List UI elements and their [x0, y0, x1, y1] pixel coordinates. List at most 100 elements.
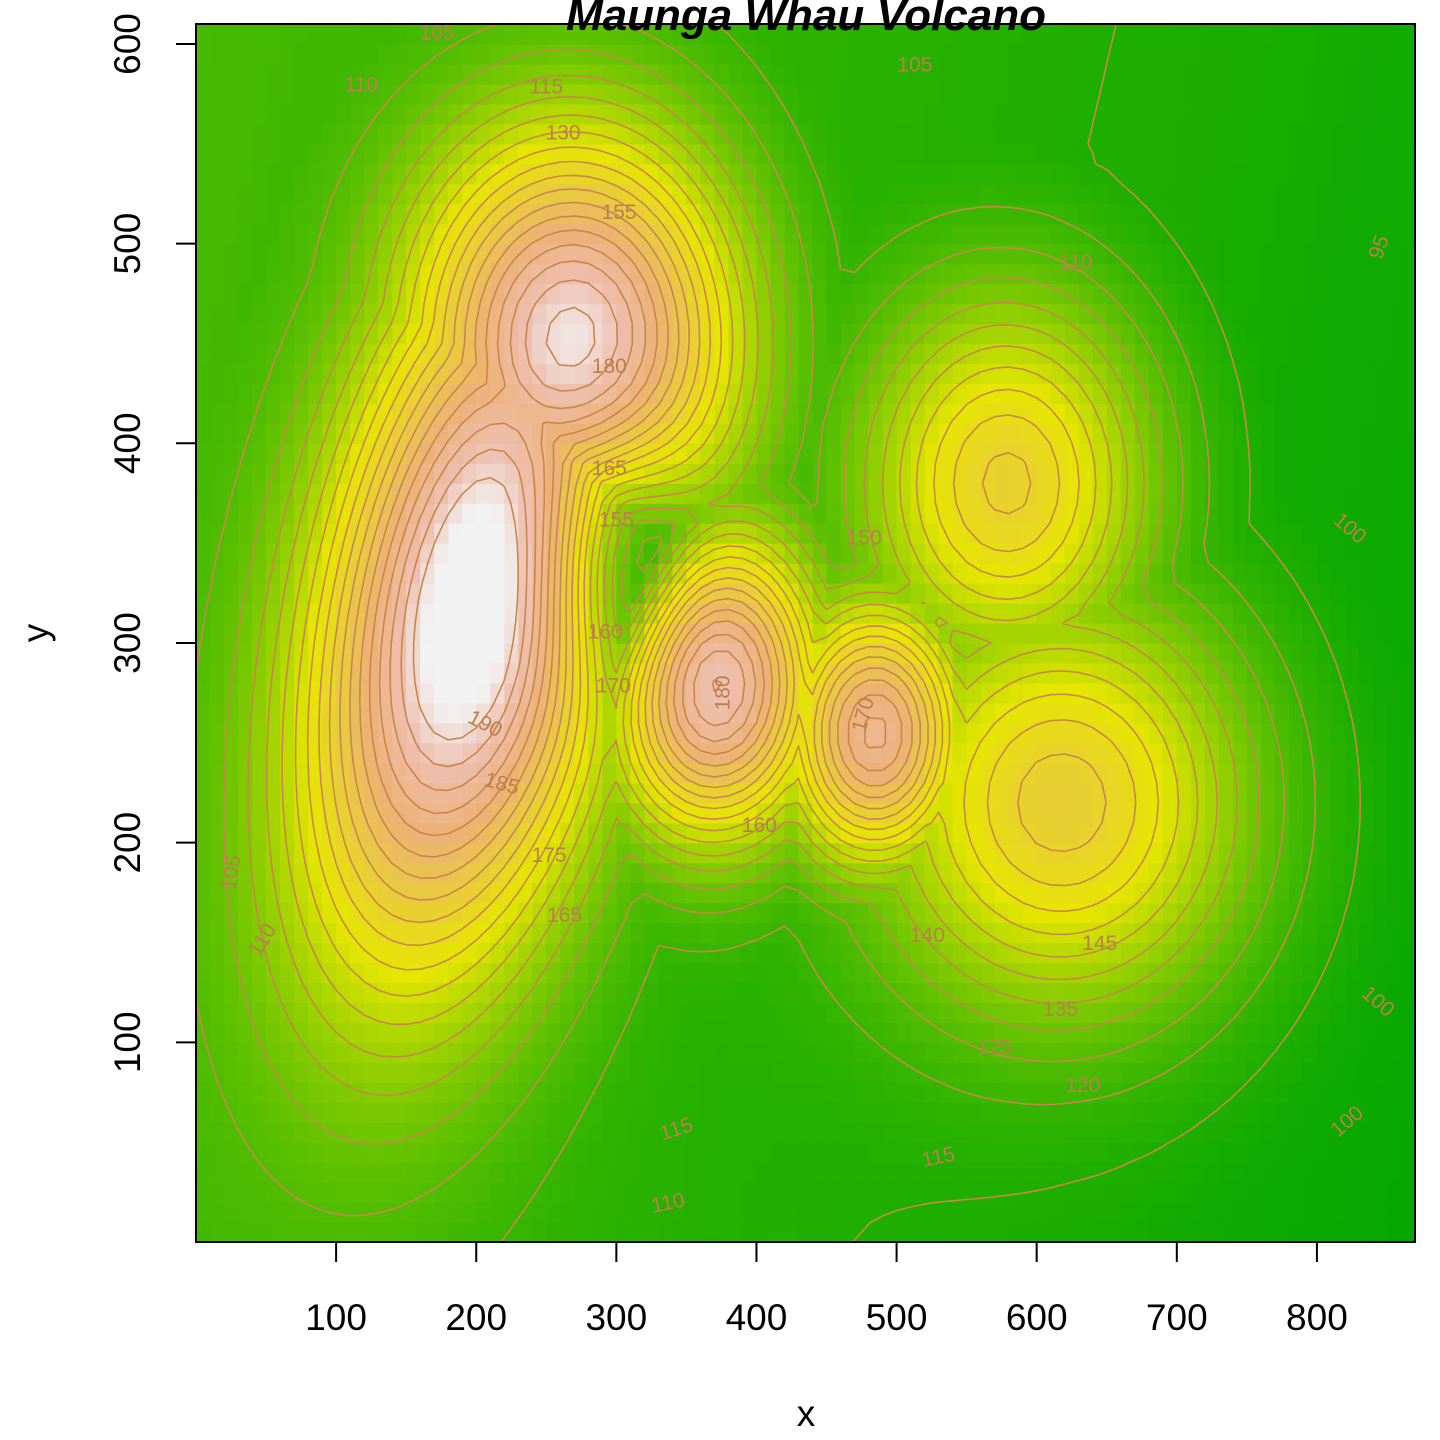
heatmap-cell [924, 323, 940, 345]
heatmap-cell [1036, 303, 1052, 325]
heatmap-cell [1190, 1042, 1206, 1063]
heatmap-cell [602, 1082, 617, 1103]
heatmap-cell [462, 962, 477, 984]
heatmap-cell [420, 1102, 435, 1123]
heatmap-cell [378, 1082, 393, 1103]
heatmap-cell [1302, 782, 1318, 804]
heatmap-cell [700, 642, 716, 664]
heatmap-cell [364, 343, 379, 365]
heatmap-cell [420, 403, 435, 424]
heatmap-cell [1316, 1202, 1332, 1223]
heatmap-cell [1008, 623, 1024, 644]
heatmap-cell [1036, 343, 1052, 365]
heatmap-cell [448, 123, 463, 145]
heatmap-cell [1260, 563, 1276, 584]
heatmap-cell [308, 862, 323, 884]
heatmap-cell [294, 1062, 309, 1083]
heatmap-cell [336, 802, 351, 824]
heatmap-cell [1288, 662, 1304, 684]
heatmap-cell [812, 363, 828, 385]
heatmap-cell [644, 1082, 659, 1103]
heatmap-cell [1330, 283, 1346, 305]
heatmap-cell [336, 183, 351, 205]
heatmap-cell [210, 1082, 225, 1103]
heatmap-cell [1120, 1122, 1136, 1143]
heatmap-cell [210, 423, 225, 444]
heatmap-cell [406, 1022, 421, 1043]
heatmap-cell [504, 1022, 519, 1043]
heatmap-cell [994, 642, 1010, 664]
heatmap-cell [1022, 503, 1038, 524]
heatmap-cell [588, 163, 603, 185]
heatmap-cell [1246, 1062, 1262, 1083]
heatmap-cell [966, 862, 982, 884]
heatmap-cell [784, 583, 800, 604]
heatmap-cell [1274, 583, 1290, 604]
heatmap-cell [1344, 902, 1360, 924]
heatmap-cell [196, 383, 211, 404]
heatmap-cell [630, 1202, 645, 1223]
heatmap-cell [756, 263, 772, 285]
heatmap-cell [504, 722, 519, 744]
heatmap-cell [294, 83, 309, 105]
heatmap-cell [1134, 543, 1150, 564]
heatmap-cell [1358, 263, 1374, 285]
heatmap-cell [280, 1022, 295, 1043]
heatmap-cell [546, 243, 561, 265]
heatmap-cell [1372, 862, 1388, 884]
heatmap-cell [1078, 882, 1094, 904]
heatmap-cell [1260, 183, 1276, 205]
heatmap-cell [644, 1142, 659, 1163]
heatmap-cell [210, 143, 225, 165]
heatmap-cell [854, 782, 870, 804]
heatmap-cell [1372, 403, 1388, 424]
heatmap-cell [742, 1182, 758, 1203]
heatmap-cell [1344, 103, 1360, 125]
heatmap-cell [294, 183, 309, 205]
heatmap-cell [1092, 183, 1108, 205]
heatmap-cell [1204, 203, 1220, 225]
heatmap-cell [924, 563, 940, 584]
heatmap-cell [462, 463, 477, 484]
heatmap-cell [1120, 583, 1136, 604]
heatmap-cell [1078, 702, 1094, 724]
heatmap-cell [238, 223, 253, 245]
heatmap-cell [434, 1222, 449, 1242]
heatmap-cell [434, 163, 449, 185]
heatmap-cell [644, 1022, 659, 1043]
heatmap-cell [966, 722, 982, 744]
heatmap-cell [210, 762, 225, 784]
heatmap-cell [1372, 103, 1388, 125]
heatmap-cell [1148, 183, 1164, 205]
heatmap-cell [336, 702, 351, 724]
heatmap-cell [546, 423, 561, 444]
heatmap-cell [896, 323, 912, 345]
heatmap-cell [1246, 383, 1262, 404]
heatmap-cell [700, 802, 716, 824]
heatmap-cell [196, 942, 211, 964]
heatmap-cell [756, 962, 772, 984]
heatmap-cell [364, 143, 379, 165]
heatmap-cell [756, 383, 772, 404]
heatmap-cell [1288, 822, 1304, 844]
heatmap-cell [644, 483, 659, 504]
heatmap-cell [952, 1182, 968, 1203]
heatmap-cell [1106, 1162, 1122, 1183]
heatmap-cell [728, 143, 744, 165]
heatmap-cell [1050, 183, 1066, 205]
heatmap-cell [1078, 583, 1094, 604]
heatmap-cell [196, 583, 211, 604]
heatmap-cell [210, 682, 225, 704]
heatmap-cell [1218, 363, 1234, 385]
heatmap-cell [714, 662, 730, 684]
heatmap-cell [1036, 1102, 1052, 1123]
heatmap-cell [1064, 523, 1080, 544]
heatmap-cell [1358, 223, 1374, 245]
heatmap-cell [1372, 1042, 1388, 1063]
heatmap-cell [574, 662, 589, 684]
heatmap-cell [336, 1062, 351, 1083]
heatmap-cell [574, 243, 589, 265]
heatmap-cell [1036, 1022, 1052, 1043]
heatmap-cell [1022, 962, 1038, 984]
heatmap-cell [728, 882, 744, 904]
